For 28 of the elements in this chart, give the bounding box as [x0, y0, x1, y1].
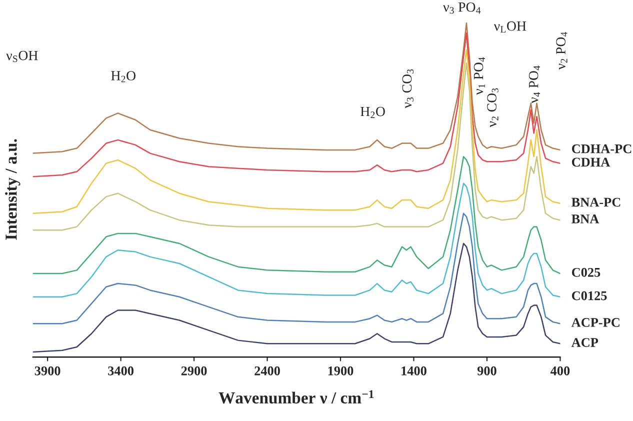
- series-label: C0125: [572, 291, 607, 300]
- x-tick-label: 400: [550, 366, 570, 376]
- annotation: ν$_{3}$ CO$_{3}$: [402, 69, 414, 108]
- annotation: H$_{2}$O: [111, 71, 136, 82]
- series-label: ACP-PC: [571, 318, 620, 327]
- x-tick-label: 3900: [34, 366, 60, 376]
- annotation: H$_{2}$O: [360, 106, 385, 118]
- x-tick-label: 1400: [402, 366, 426, 376]
- annotation: ν$_{4}$ PO$_{4}$: [528, 66, 540, 104]
- series-label: CDHA-PC: [572, 144, 632, 154]
- x-tick-label: 3400: [108, 366, 134, 376]
- annotation: ν$_{2}$ CO$_{3}$: [487, 88, 498, 128]
- x-tick-label: 900: [477, 366, 496, 376]
- x-tick-label: 1900: [328, 366, 354, 376]
- text: ν$_{3}$ PO$_{4}$: [443, 2, 481, 14]
- annotation: ν$_{L}$OH: [494, 21, 526, 33]
- series-label: ACP: [571, 338, 598, 347]
- series-label: C025: [572, 268, 600, 277]
- x-tick-label: 2900: [181, 366, 207, 376]
- annotation: ν$_{2}$ PO$_{4}$: [556, 32, 568, 70]
- x-tick-label: 2400: [254, 366, 280, 376]
- annotation: ν$_{1}$ PO$_{4}$: [474, 57, 485, 95]
- y-axis-title: Intensity / a.u.: [5, 139, 20, 240]
- annotation: ν$_{S}$OH: [6, 50, 38, 62]
- series-label: CDHA: [572, 158, 610, 167]
- series-label: BNA-PC: [572, 198, 620, 207]
- series-label: BNA: [572, 214, 600, 224]
- x-axis-title: Wavenumber ν / cm$^{−1}$: [218, 390, 374, 404]
